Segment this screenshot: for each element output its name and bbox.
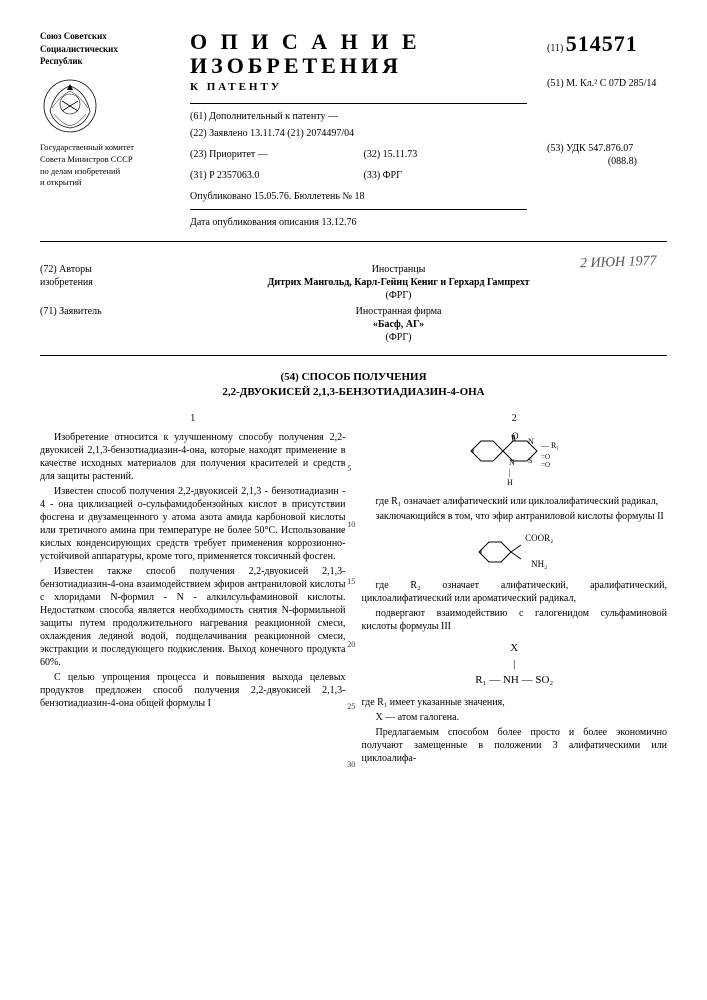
formula-3-top: X: [362, 641, 668, 655]
udk-53: (53) УДК 547.876.07: [547, 142, 667, 155]
svg-text:|: |: [509, 468, 511, 477]
label-72: (72) Авторы изобретения: [40, 263, 130, 302]
chem-structure-1-icon: O N — R₁ S =O =O N | H: [459, 431, 569, 491]
para: заключающийся в том, что эфир антранилов…: [362, 510, 668, 523]
svg-text:=O: =O: [541, 453, 550, 461]
authors-names: Дитрих Мангольд, Карл-Гейнц Кениг и Герх…: [130, 276, 667, 289]
formula-3-mid: |: [362, 657, 668, 671]
para: С целью упрощения процесса и повышения в…: [40, 671, 346, 710]
committee-line: Совета Министров СССР: [40, 154, 170, 166]
svg-text:N: N: [528, 437, 534, 446]
meta-pub: Опубликовано 15.05.76. Бюллетень № 18: [190, 190, 527, 203]
para: где R₁ имеет указанные значения,: [362, 696, 668, 709]
para: Предлагаемым способом более просто и бол…: [362, 726, 668, 765]
column-1: 1 Изобретение относится к улучшенному сп…: [40, 412, 346, 766]
para: X — атом галогена.: [362, 711, 668, 724]
column-2: 2 O N — R₁ S =O =O N | H где R₁ означает…: [362, 412, 668, 766]
header-right: (11) 514571 (51) М. Кл.² C 07D 285/14 (5…: [537, 30, 667, 233]
issuer-block: Союз Советских Социалистических Республи…: [40, 30, 170, 68]
class-51: (51) М. Кл.² C 07D 285/14: [547, 77, 667, 90]
meta-33: (33) ФРГ: [354, 169, 528, 182]
patent-number: 514571: [566, 31, 638, 56]
col-number-1: 1: [40, 412, 346, 425]
committee-line: Государственный комитет: [40, 142, 170, 154]
meta-23-32: (23) Приоритет — (32) 15.11.73: [190, 144, 527, 165]
patent-number-block: (11) 514571: [547, 30, 667, 59]
title-54-2: 2,2-ДВУОКИСЕЙ 2,1,3-БЕНЗОТИАДИАЗИН-4-ОНА: [40, 385, 667, 400]
formula-2-nh2: NH₂: [412, 559, 668, 571]
committee-line: по делам изобретений: [40, 166, 170, 178]
udk-53-2: (088.8): [547, 155, 667, 168]
para: где R₂ означает алифатический, аралифати…: [362, 579, 668, 605]
doc-title-1: О П И С А Н И Е: [190, 30, 527, 54]
doc-title-3: К ПАТЕНТУ: [190, 80, 527, 94]
state-emblem-icon: [40, 76, 100, 136]
header-center: О П И С А Н И Е ИЗОБРЕТЕНИЯ К ПАТЕНТУ (6…: [180, 30, 537, 233]
line-number: 5: [347, 464, 351, 474]
formula-2-coor: COOR₂: [412, 533, 668, 545]
label-71: (71) Заявитель: [40, 305, 130, 344]
doc-title-2: ИЗОБРЕТЕНИЯ: [190, 54, 527, 78]
patent-num-prefix: (11): [547, 43, 563, 54]
meta-pubdate: Дата опубликования описания 13.12.76: [190, 216, 527, 229]
line-number: 30: [347, 760, 355, 770]
title-54-1: (54) СПОСОБ ПОЛУЧЕНИЯ: [40, 370, 667, 385]
para: Изобретение относится к улучшенному спос…: [40, 431, 346, 483]
firm-label: Иностранная фирма: [130, 305, 667, 318]
meta-31-33: (31) P 2357063.0 (33) ФРГ: [190, 165, 527, 186]
meta-22: (22) Заявлено 13.11.74 (21) 2074497/04: [190, 127, 527, 140]
firm-country: (ФРГ): [130, 331, 667, 344]
svg-text:N: N: [509, 458, 515, 467]
line-number: 10: [347, 520, 355, 530]
authors-country: (ФРГ): [130, 289, 667, 302]
body-columns: 5 10 15 20 25 30 1 Изобретение относится…: [40, 412, 667, 766]
issuer-line: Союз Советских: [40, 30, 170, 43]
applicant-row: (71) Заявитель Иностранная фирма «Басф, …: [40, 305, 667, 344]
para: Известен также способ получения 2,2-двуо…: [40, 565, 346, 669]
line-number: 25: [347, 702, 355, 712]
date-stamp: 2 ИЮН 1977: [580, 252, 657, 273]
firm-name: «Басф, АГ»: [130, 318, 667, 331]
para: подвергают взаимодействию с галогенидом …: [362, 607, 668, 633]
applicant-content: Иностранная фирма «Басф, АГ» (ФРГ): [130, 305, 667, 344]
meta-32: (32) 15.11.73: [354, 148, 528, 161]
divider: [190, 209, 527, 210]
line-number: 20: [347, 640, 355, 650]
line-number: 15: [347, 577, 355, 587]
invention-title: (54) СПОСОБ ПОЛУЧЕНИЯ 2,2-ДВУОКИСЕЙ 2,1,…: [40, 370, 667, 401]
svg-text:=O: =O: [541, 461, 550, 469]
svg-text:— R₁: — R₁: [540, 441, 559, 450]
authors-row: (72) Авторы изобретения Иностранцы Дитри…: [40, 263, 667, 302]
meta-31: (31) P 2357063.0: [190, 169, 354, 182]
meta-23: (23) Приоритет —: [190, 148, 354, 161]
col-number-2: 2: [362, 412, 668, 425]
committee-line: и открытий: [40, 177, 170, 189]
svg-text:S: S: [528, 456, 532, 465]
para: Известен способ получения 2,2-двуокисей …: [40, 485, 346, 563]
authors-section: 2 ИЮН 1977 (72) Авторы изобретения Иност…: [40, 252, 667, 356]
meta-61: (61) Дополнительный к патенту —: [190, 110, 527, 123]
header-left: Союз Советских Социалистических Республи…: [40, 30, 180, 233]
svg-text:H: H: [507, 478, 513, 487]
divider: [190, 103, 527, 104]
issuer-line: Социалистических: [40, 43, 170, 56]
issuer-line: Республик: [40, 55, 170, 68]
header-row: Союз Советских Социалистических Республи…: [40, 30, 667, 242]
formula-3: R₁ — NH — SO₂: [362, 673, 668, 687]
para: где R₁ означает алифатический или циклоа…: [362, 495, 668, 508]
committee-block: Государственный комитет Совета Министров…: [40, 142, 170, 190]
